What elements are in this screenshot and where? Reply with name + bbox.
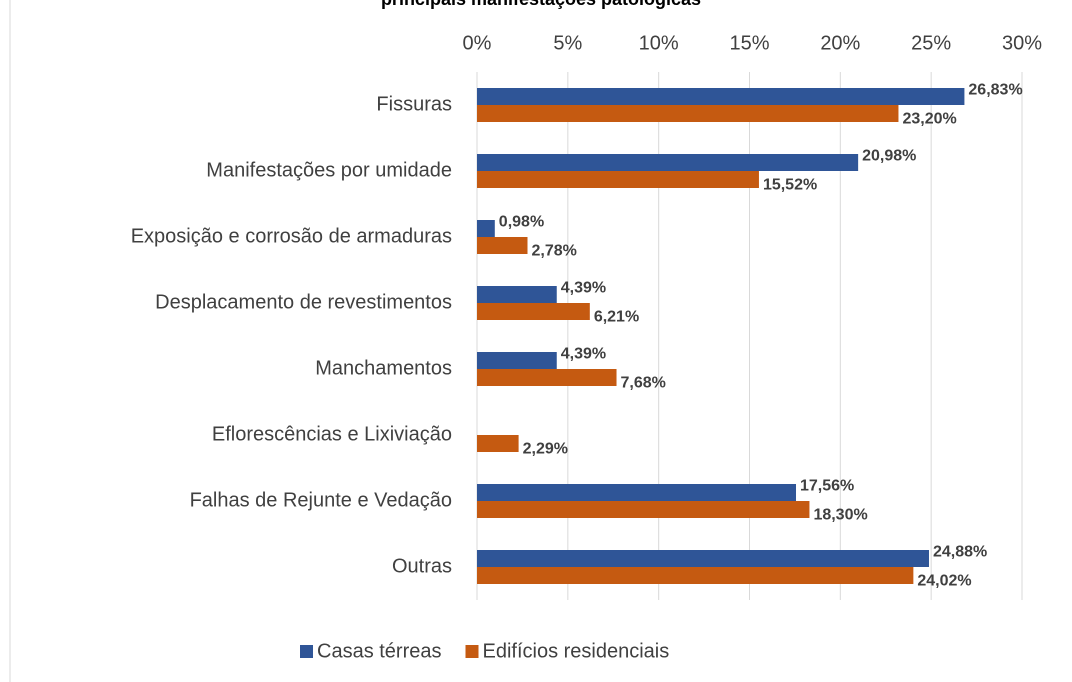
value-label: 24,02%	[917, 573, 971, 590]
x-tick-label: 5%	[553, 32, 582, 54]
bar	[477, 237, 528, 254]
legend-label: Edifícios residenciais	[483, 640, 670, 662]
x-tick-label: 0%	[463, 32, 492, 54]
value-label: 15,52%	[763, 177, 817, 194]
value-label: 7,68%	[621, 375, 666, 392]
legend-swatch	[300, 645, 313, 658]
value-label: 20,98%	[862, 148, 916, 165]
value-label: 23,20%	[902, 111, 956, 128]
chart-title: principais manifestações patológicas	[381, 0, 701, 9]
category-label: Desplacamento de revestimentos	[155, 291, 452, 313]
bar	[477, 220, 495, 237]
x-tick-label: 15%	[729, 32, 769, 54]
bar	[477, 550, 929, 567]
value-label: 6,21%	[594, 309, 639, 326]
x-tick-label: 25%	[911, 32, 951, 54]
category-label: Outras	[392, 555, 452, 577]
legend-swatch	[465, 645, 479, 658]
value-label: 2,29%	[523, 441, 568, 458]
bar	[477, 154, 859, 171]
bar	[477, 567, 914, 584]
category-label: Falhas de Rejunte e Vedação	[190, 489, 452, 511]
bar	[477, 303, 590, 320]
value-label: 0,98%	[499, 214, 544, 231]
value-label: 18,30%	[813, 507, 867, 524]
value-label: 26,83%	[968, 82, 1022, 99]
bar	[477, 369, 617, 386]
value-label: 24,88%	[933, 544, 987, 561]
value-label: 4,39%	[561, 280, 606, 297]
category-label: Exposição e corrosão de armaduras	[131, 225, 452, 247]
bar	[477, 171, 759, 188]
x-tick-label: 30%	[1002, 32, 1042, 54]
category-label: Manifestações por umidade	[206, 159, 452, 181]
bar	[477, 286, 557, 303]
bar	[477, 88, 965, 105]
legend-label: Casas térreas	[317, 640, 442, 662]
bar	[477, 352, 557, 369]
bar	[477, 501, 810, 518]
value-label: 4,39%	[561, 346, 606, 363]
bar	[477, 484, 797, 501]
bar	[477, 105, 899, 122]
bar	[477, 435, 519, 452]
category-label: Eflorescências e Lixiviação	[212, 423, 452, 445]
chart-frame	[9, 0, 11, 682]
value-label: 17,56%	[800, 478, 854, 495]
category-label: Manchamentos	[315, 357, 452, 379]
x-tick-label: 20%	[820, 32, 860, 54]
x-tick-label: 10%	[639, 32, 679, 54]
category-label: Fissuras	[376, 93, 452, 115]
value-label: 2,78%	[532, 243, 577, 260]
